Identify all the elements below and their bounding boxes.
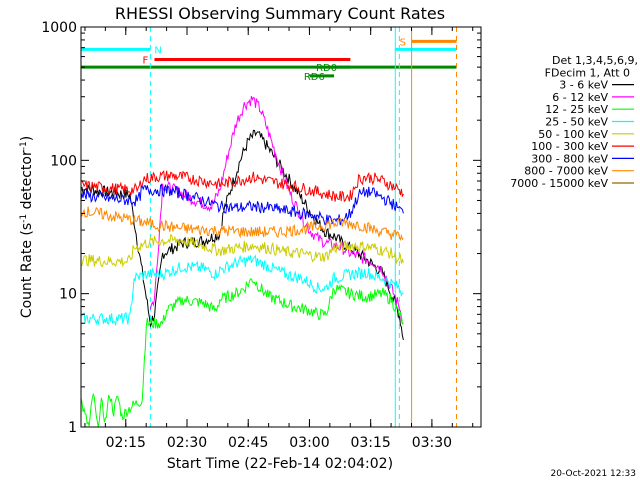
legend-label-800-7000-kev: 800 - 7000 keV xyxy=(524,165,608,178)
x-axis-label: Start Time (22-Feb-14 02:04:02) xyxy=(167,456,393,472)
x-tick-label: 02:30 xyxy=(167,435,207,451)
series-line-12-25-kev xyxy=(80,278,404,428)
chart-title: RHESSI Observing Summary Count Rates xyxy=(115,4,445,23)
date-stamp: 20-Oct-2021 12:33 xyxy=(551,469,636,479)
legend-label-7000-15000-kev: 7000 - 15000 keV xyxy=(510,177,608,190)
y-axis-label: Count Rate (s-1 detector-1) xyxy=(19,136,35,318)
legend-header-0: Det 1,3,4,5,6,9, xyxy=(552,54,638,67)
series-line-6-12-kev xyxy=(149,95,404,325)
series-line-800-7000-kev xyxy=(80,206,404,242)
y-tick-label: 1000 xyxy=(41,20,77,36)
bar-label-rd0: RD0 xyxy=(316,63,337,74)
legend-label-300-800-kev: 300 - 800 keV xyxy=(531,152,608,165)
y-tick-label: 1 xyxy=(68,420,77,436)
series-line-50-100-kev xyxy=(80,233,404,268)
legend-label-25-50-kev: 25 - 50 keV xyxy=(545,116,608,129)
legend-label-12-25-kev: 12 - 25 keV xyxy=(545,103,608,116)
legend-label-100-300-kev: 100 - 300 keV xyxy=(531,140,608,153)
plot-frame xyxy=(80,26,482,428)
x-tick-label: 03:30 xyxy=(412,435,452,451)
bar-label-n: N xyxy=(154,45,161,56)
x-tick-label: 03:15 xyxy=(350,435,390,451)
legend-label-3-6-kev: 3 - 6 keV xyxy=(559,79,608,92)
plot-lines xyxy=(80,95,404,428)
bar-label-s: S xyxy=(400,37,406,48)
series-line-100-300-kev xyxy=(81,170,404,203)
y-tick-label: 100 xyxy=(50,153,77,169)
x-tick-label: 03:00 xyxy=(289,435,329,451)
bar-label-rd6: RD6 xyxy=(304,72,325,83)
x-tick-label: 02:15 xyxy=(106,435,146,451)
x-tick-label: 02:45 xyxy=(228,435,268,451)
series-line-25-50-kev xyxy=(80,254,404,327)
x-axis-ticks: 02:15 02:30 02:45 03:00 03:15 03:30 xyxy=(84,27,474,451)
legend-label-6-12-kev: 6 - 12 keV xyxy=(552,91,608,104)
legend-label-50-100-kev: 50 - 100 keV xyxy=(538,128,608,141)
vertical-markers xyxy=(149,27,458,427)
legend-header-1: FDecim 1, Att 0 xyxy=(545,66,630,79)
y-tick-label: 10 xyxy=(59,287,77,303)
legend: Det 1,3,4,5,6,9,FDecim 1, Att 03 - 6 keV… xyxy=(510,54,638,190)
series-line-300-800-kev xyxy=(80,183,404,226)
y-axis-ticks: 1 10 100 1000 xyxy=(41,20,481,436)
bar-label-f: F xyxy=(142,56,148,67)
